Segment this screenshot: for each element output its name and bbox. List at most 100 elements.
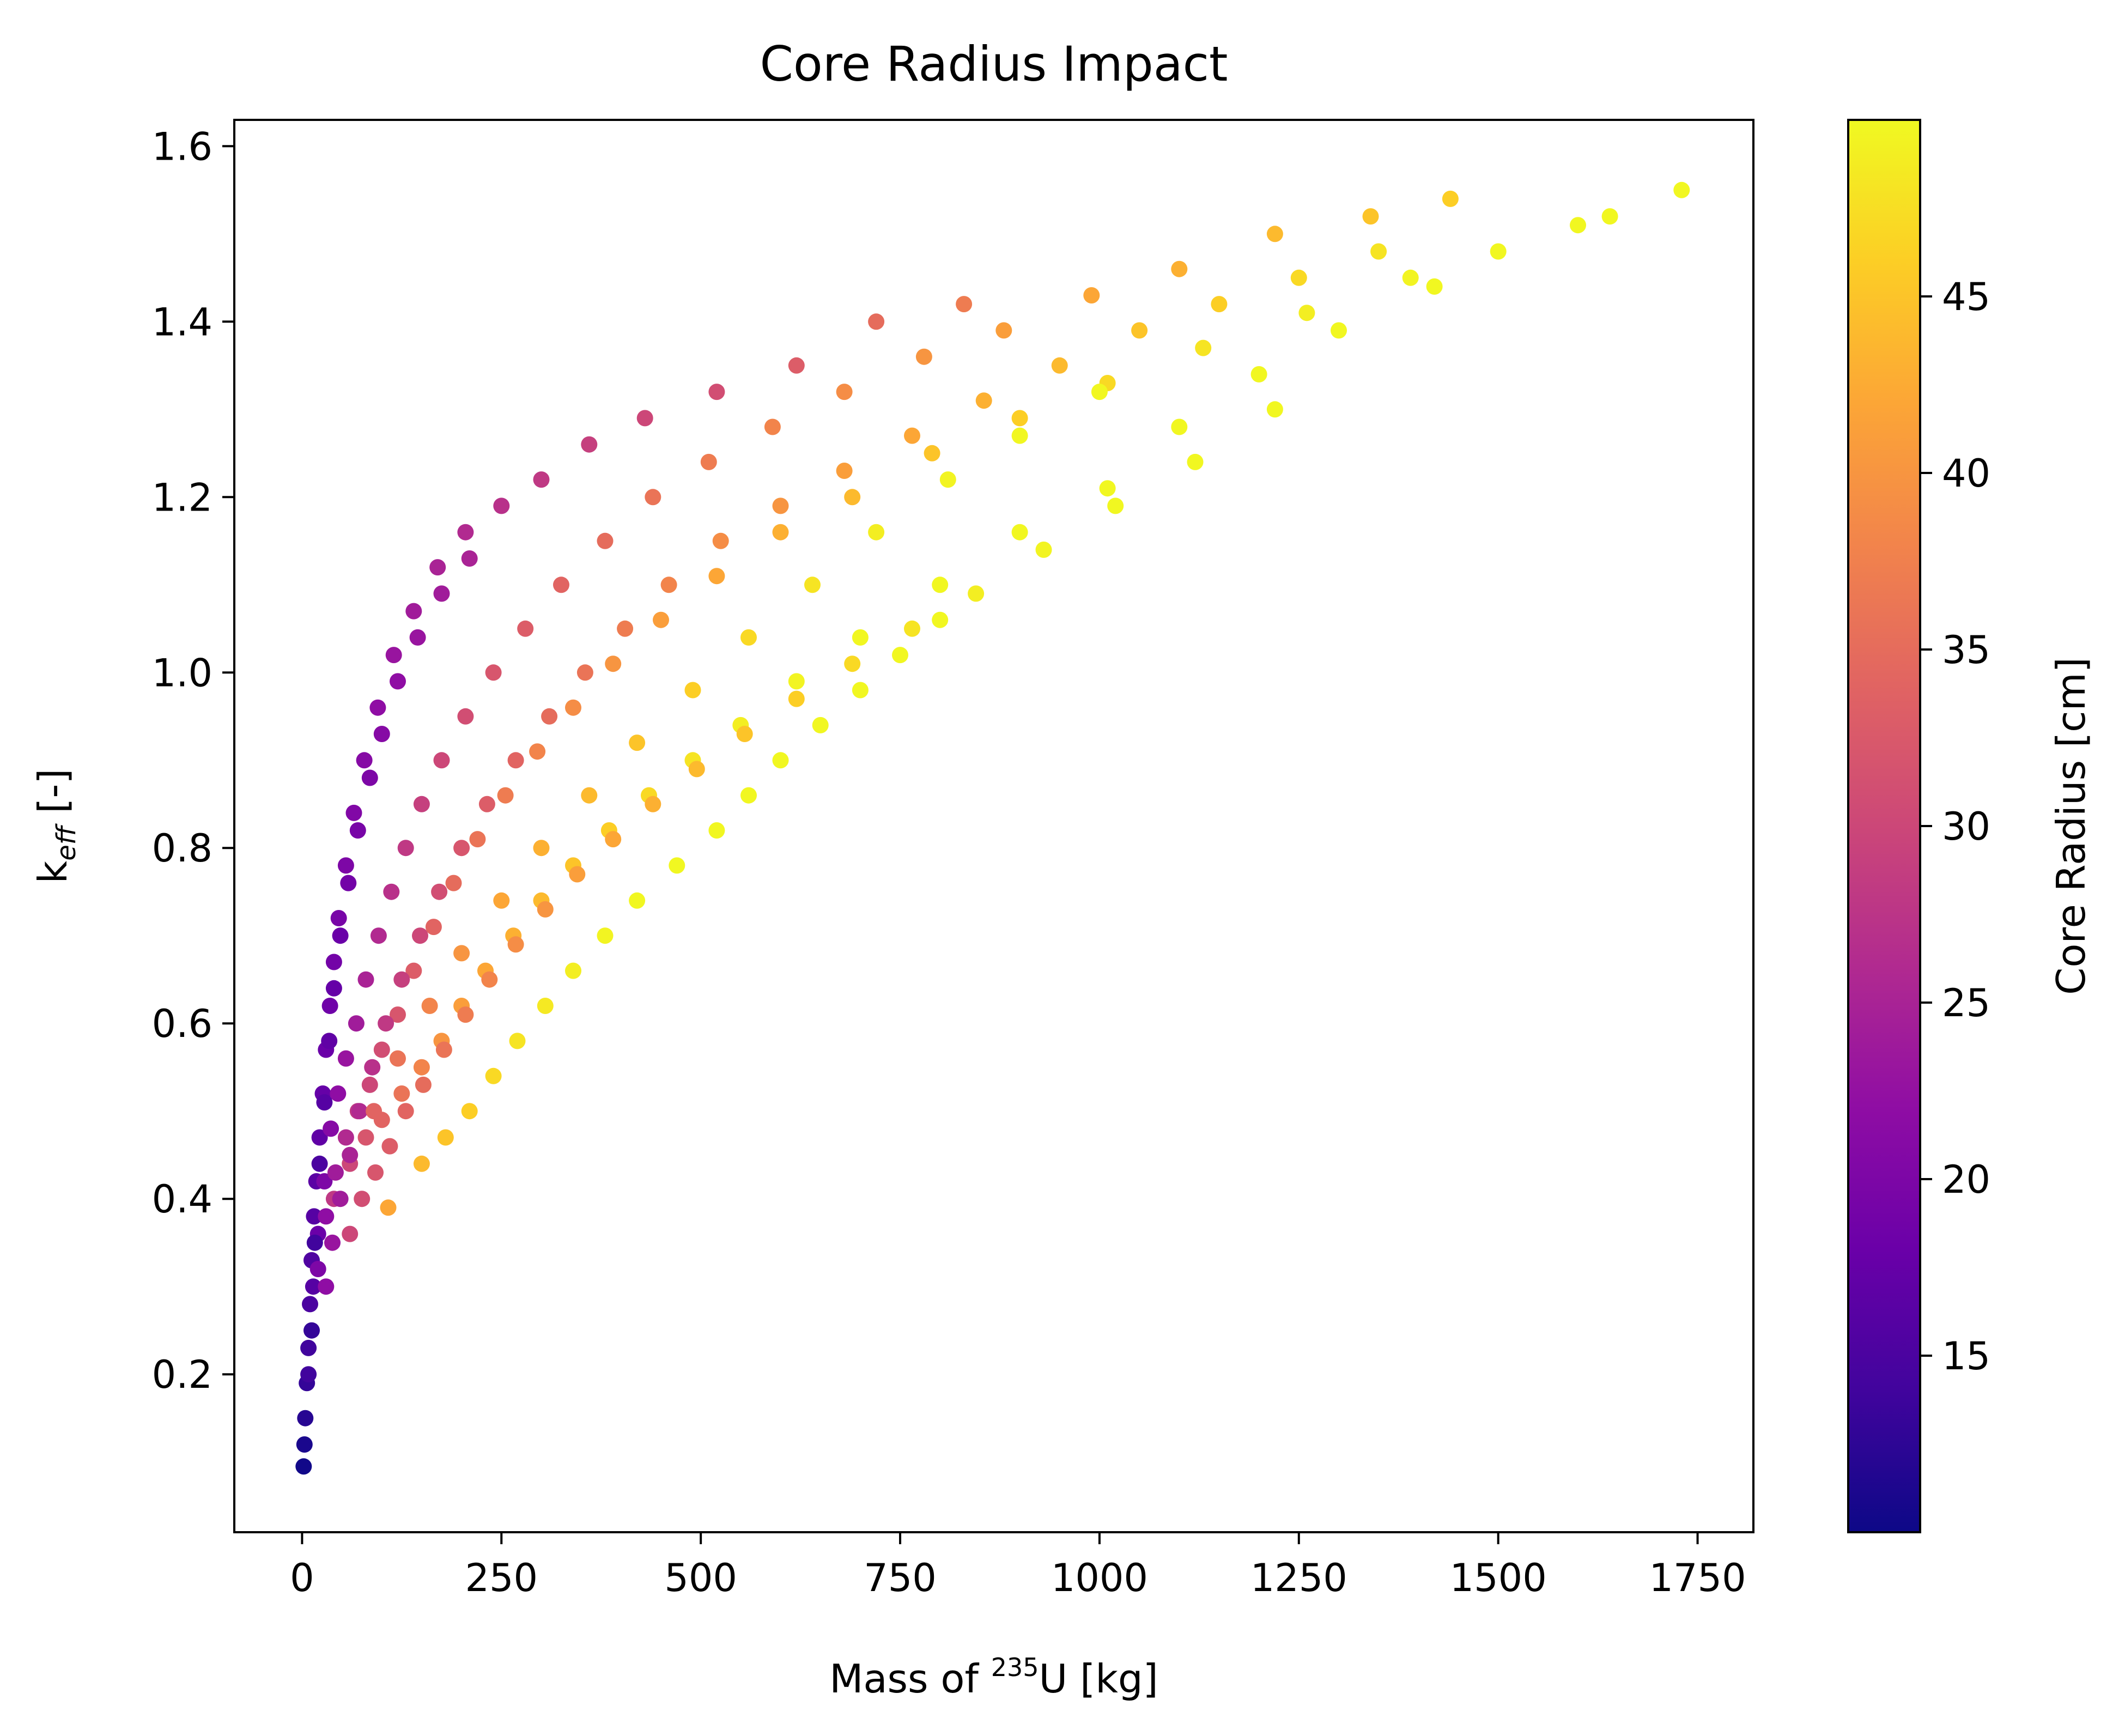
data-point	[316, 1094, 333, 1111]
data-point	[1490, 243, 1507, 260]
data-point	[457, 524, 474, 541]
data-point	[1011, 427, 1028, 444]
data-point	[537, 901, 554, 918]
data-point	[413, 1059, 430, 1076]
data-point	[478, 796, 495, 812]
data-point	[330, 910, 347, 926]
data-point	[348, 1015, 365, 1032]
data-point	[740, 787, 757, 804]
data-point	[1011, 410, 1028, 427]
data-point	[553, 576, 569, 593]
data-point	[684, 682, 701, 699]
data-point	[605, 655, 622, 672]
data-point	[1091, 384, 1108, 400]
data-point	[321, 998, 338, 1014]
data-point	[1298, 305, 1315, 321]
y-tick-label: 0.8	[152, 826, 212, 871]
data-point	[1362, 208, 1379, 225]
data-point	[1266, 401, 1283, 418]
data-point	[868, 313, 885, 330]
colorbar-tick-label: 30	[1942, 804, 1990, 849]
data-point	[311, 1155, 328, 1172]
x-axis: 0 250 500 750 1000 1250 1500 1750	[290, 1532, 1746, 1600]
data-point	[383, 883, 400, 900]
data-point	[342, 1146, 359, 1163]
data-point	[740, 629, 757, 646]
x-tick-label: 750	[864, 1556, 937, 1600]
data-point	[932, 611, 949, 628]
colorbar-axis: 15 20 25 30 35 40 45	[1920, 275, 1990, 1379]
data-point	[1250, 366, 1267, 383]
data-point	[636, 410, 653, 427]
data-point	[390, 673, 406, 690]
data-point	[361, 769, 378, 786]
colorbar-tick-label: 25	[1942, 981, 1990, 1025]
data-point	[461, 1103, 478, 1120]
data-point	[300, 1339, 317, 1356]
colorbar	[1847, 119, 1921, 1533]
data-point	[700, 453, 717, 470]
data-point	[537, 998, 554, 1014]
data-point	[435, 1041, 452, 1058]
data-point	[836, 463, 853, 479]
data-point	[581, 436, 598, 453]
data-point	[327, 1164, 344, 1181]
data-point	[433, 585, 450, 602]
data-point	[529, 743, 546, 760]
data-point	[1290, 269, 1307, 286]
y-axis-label: keff [-]	[30, 769, 82, 884]
data-point	[736, 726, 753, 742]
data-point	[1442, 190, 1459, 207]
data-point	[565, 962, 581, 979]
data-point	[708, 384, 725, 400]
data-point	[772, 752, 789, 769]
data-point	[380, 1199, 397, 1216]
data-point	[1601, 208, 1618, 225]
y-tick-label: 0.6	[152, 1001, 212, 1046]
data-point	[342, 1225, 359, 1242]
data-point	[708, 822, 725, 839]
data-point	[364, 1059, 381, 1076]
data-point	[354, 1191, 371, 1207]
data-point	[576, 664, 593, 681]
data-point	[481, 971, 498, 988]
data-point	[788, 673, 805, 690]
y-tick-label: 1.4	[152, 300, 212, 344]
data-point	[541, 708, 558, 725]
data-point	[1171, 260, 1188, 277]
data-point	[311, 1129, 328, 1146]
data-point	[507, 752, 524, 769]
plot-frame	[233, 119, 1754, 1533]
data-point	[409, 629, 426, 646]
data-point	[1171, 418, 1188, 435]
x-tick-label: 250	[465, 1556, 538, 1600]
data-point	[412, 927, 428, 944]
data-point	[457, 1006, 474, 1023]
data-point	[493, 892, 510, 909]
data-point	[421, 998, 438, 1014]
y-axis: 0.2 0.4 0.6 0.8 1.0 1.2 1.4 1.6	[152, 124, 234, 1397]
y-tick-label: 1.0	[152, 651, 212, 695]
data-point	[305, 1278, 321, 1295]
colorbar-tick-label: 35	[1942, 628, 1990, 672]
data-point	[324, 1234, 341, 1251]
data-point	[605, 831, 622, 848]
data-point	[433, 752, 450, 769]
data-point	[381, 1138, 398, 1155]
data-point	[629, 735, 646, 751]
data-point	[445, 875, 462, 891]
data-point	[361, 1076, 378, 1093]
data-point	[369, 699, 386, 716]
data-point	[1083, 287, 1100, 304]
data-point	[303, 1322, 320, 1339]
data-point	[345, 804, 362, 821]
data-point	[405, 603, 422, 620]
data-point	[597, 927, 614, 944]
colorbar-tick-label: 15	[1942, 1334, 1990, 1379]
data-point	[1107, 497, 1124, 514]
data-point	[517, 620, 534, 637]
x-tick-label: 1250	[1250, 1556, 1347, 1600]
data-point	[397, 840, 414, 857]
data-point	[533, 840, 550, 857]
